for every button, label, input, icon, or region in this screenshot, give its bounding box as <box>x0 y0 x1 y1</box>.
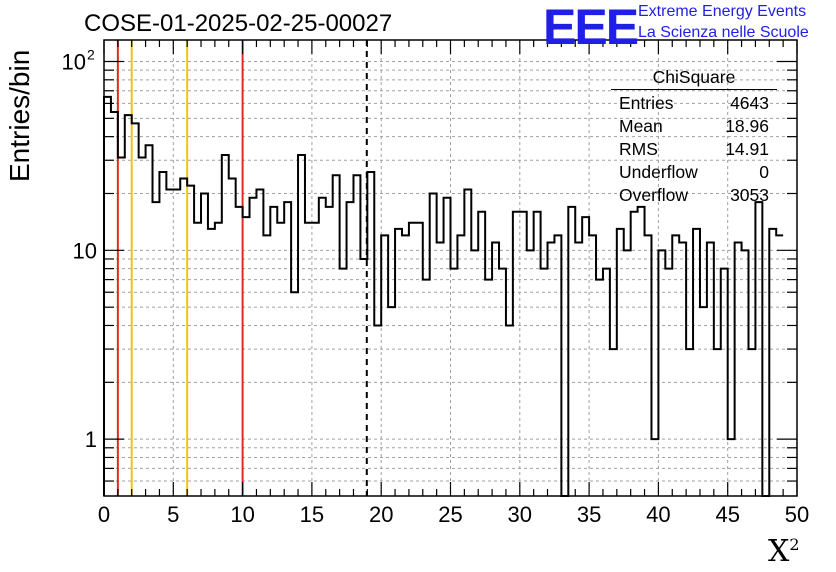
x-tick-label: 35 <box>577 502 601 527</box>
stats-title: ChiSquare <box>611 66 777 90</box>
x-tick-label: 25 <box>438 502 462 527</box>
x-tick-label: 5 <box>167 502 179 527</box>
stats-box: ChiSquare Entries 4643 Mean 18.96 RMS 14.91… <box>611 66 777 207</box>
x-tick-label: 10 <box>230 502 254 527</box>
stats-row-rms: RMS 14.91 <box>611 138 777 161</box>
stats-value: 4643 <box>730 93 769 113</box>
y-tick-label: 10 <box>62 50 86 75</box>
logo-line-1: Extreme Energy Events <box>638 3 807 20</box>
stats-label: Entries <box>619 93 674 113</box>
y-tick-label: 10 <box>73 238 97 263</box>
x-tick-label: 20 <box>369 502 393 527</box>
stats-row-overflow: Overflow 3053 <box>611 184 777 207</box>
y-tick-label: 1 <box>85 427 97 452</box>
x-axis-label: X2 <box>768 534 800 569</box>
x-axis-label-symbol: X <box>768 534 790 569</box>
logo-line-2: La Scienza nelle Scuole <box>638 24 809 41</box>
stats-label: Underflow <box>619 162 698 182</box>
stats-label: Mean <box>619 116 663 136</box>
eee-logo: EEE <box>543 0 639 55</box>
stats-row-mean: Mean 18.96 <box>611 115 777 138</box>
stats-label: RMS <box>619 139 658 159</box>
stats-label: Overflow <box>619 185 689 205</box>
marker-lines <box>116 40 368 496</box>
axis-ticks <box>103 40 798 496</box>
y-axis-label: Entries/bin <box>4 49 35 182</box>
stats-value: 0 <box>759 162 769 182</box>
stats-value: 18.96 <box>725 116 769 136</box>
stats-row-entries: Entries 4643 <box>611 92 777 115</box>
x-tick-label: 50 <box>785 502 809 527</box>
x-tick-label: 40 <box>646 502 670 527</box>
stats-value: 3053 <box>730 185 769 205</box>
x-tick-label: 15 <box>300 502 324 527</box>
x-tick-label: 30 <box>508 502 532 527</box>
stats-row-underflow: Underflow 0 <box>611 161 777 184</box>
x-axis-label-superscript: 2 <box>789 535 800 554</box>
histogram-series <box>103 95 784 497</box>
chart-title: COSE-01-2025-02-25-00027 <box>84 10 393 37</box>
x-tick-label: 45 <box>715 502 739 527</box>
stats-value: 14.91 <box>725 139 769 159</box>
y-tick-label-exponent: 2 <box>87 47 95 63</box>
x-tick-label: 0 <box>98 502 110 527</box>
